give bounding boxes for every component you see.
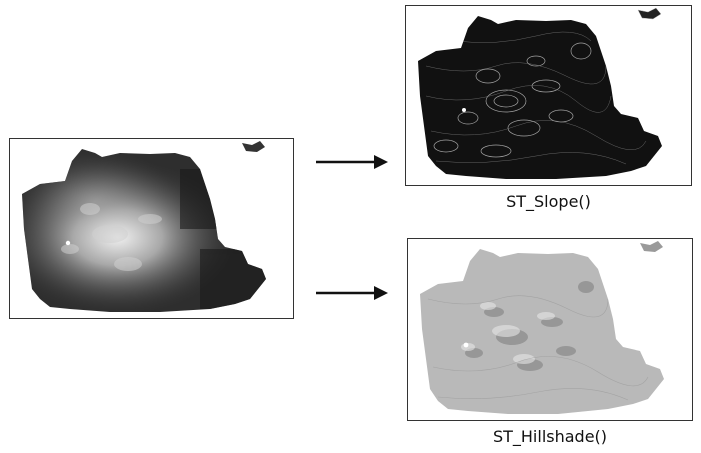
dem-raster-image: [22, 141, 266, 312]
hillshade-raster-image: [420, 241, 664, 414]
dem-raster-panel: [9, 138, 294, 319]
arrow-to-hillshade: [316, 286, 388, 300]
slope-raster-panel: [405, 5, 692, 186]
arrow-to-slope: [316, 155, 388, 169]
hillshade-raster-panel: [407, 238, 693, 421]
slope-caption: ST_Slope(): [506, 192, 591, 211]
slope-raster-image: [418, 7, 662, 179]
hillshade-caption: ST_Hillshade(): [492, 427, 608, 446]
